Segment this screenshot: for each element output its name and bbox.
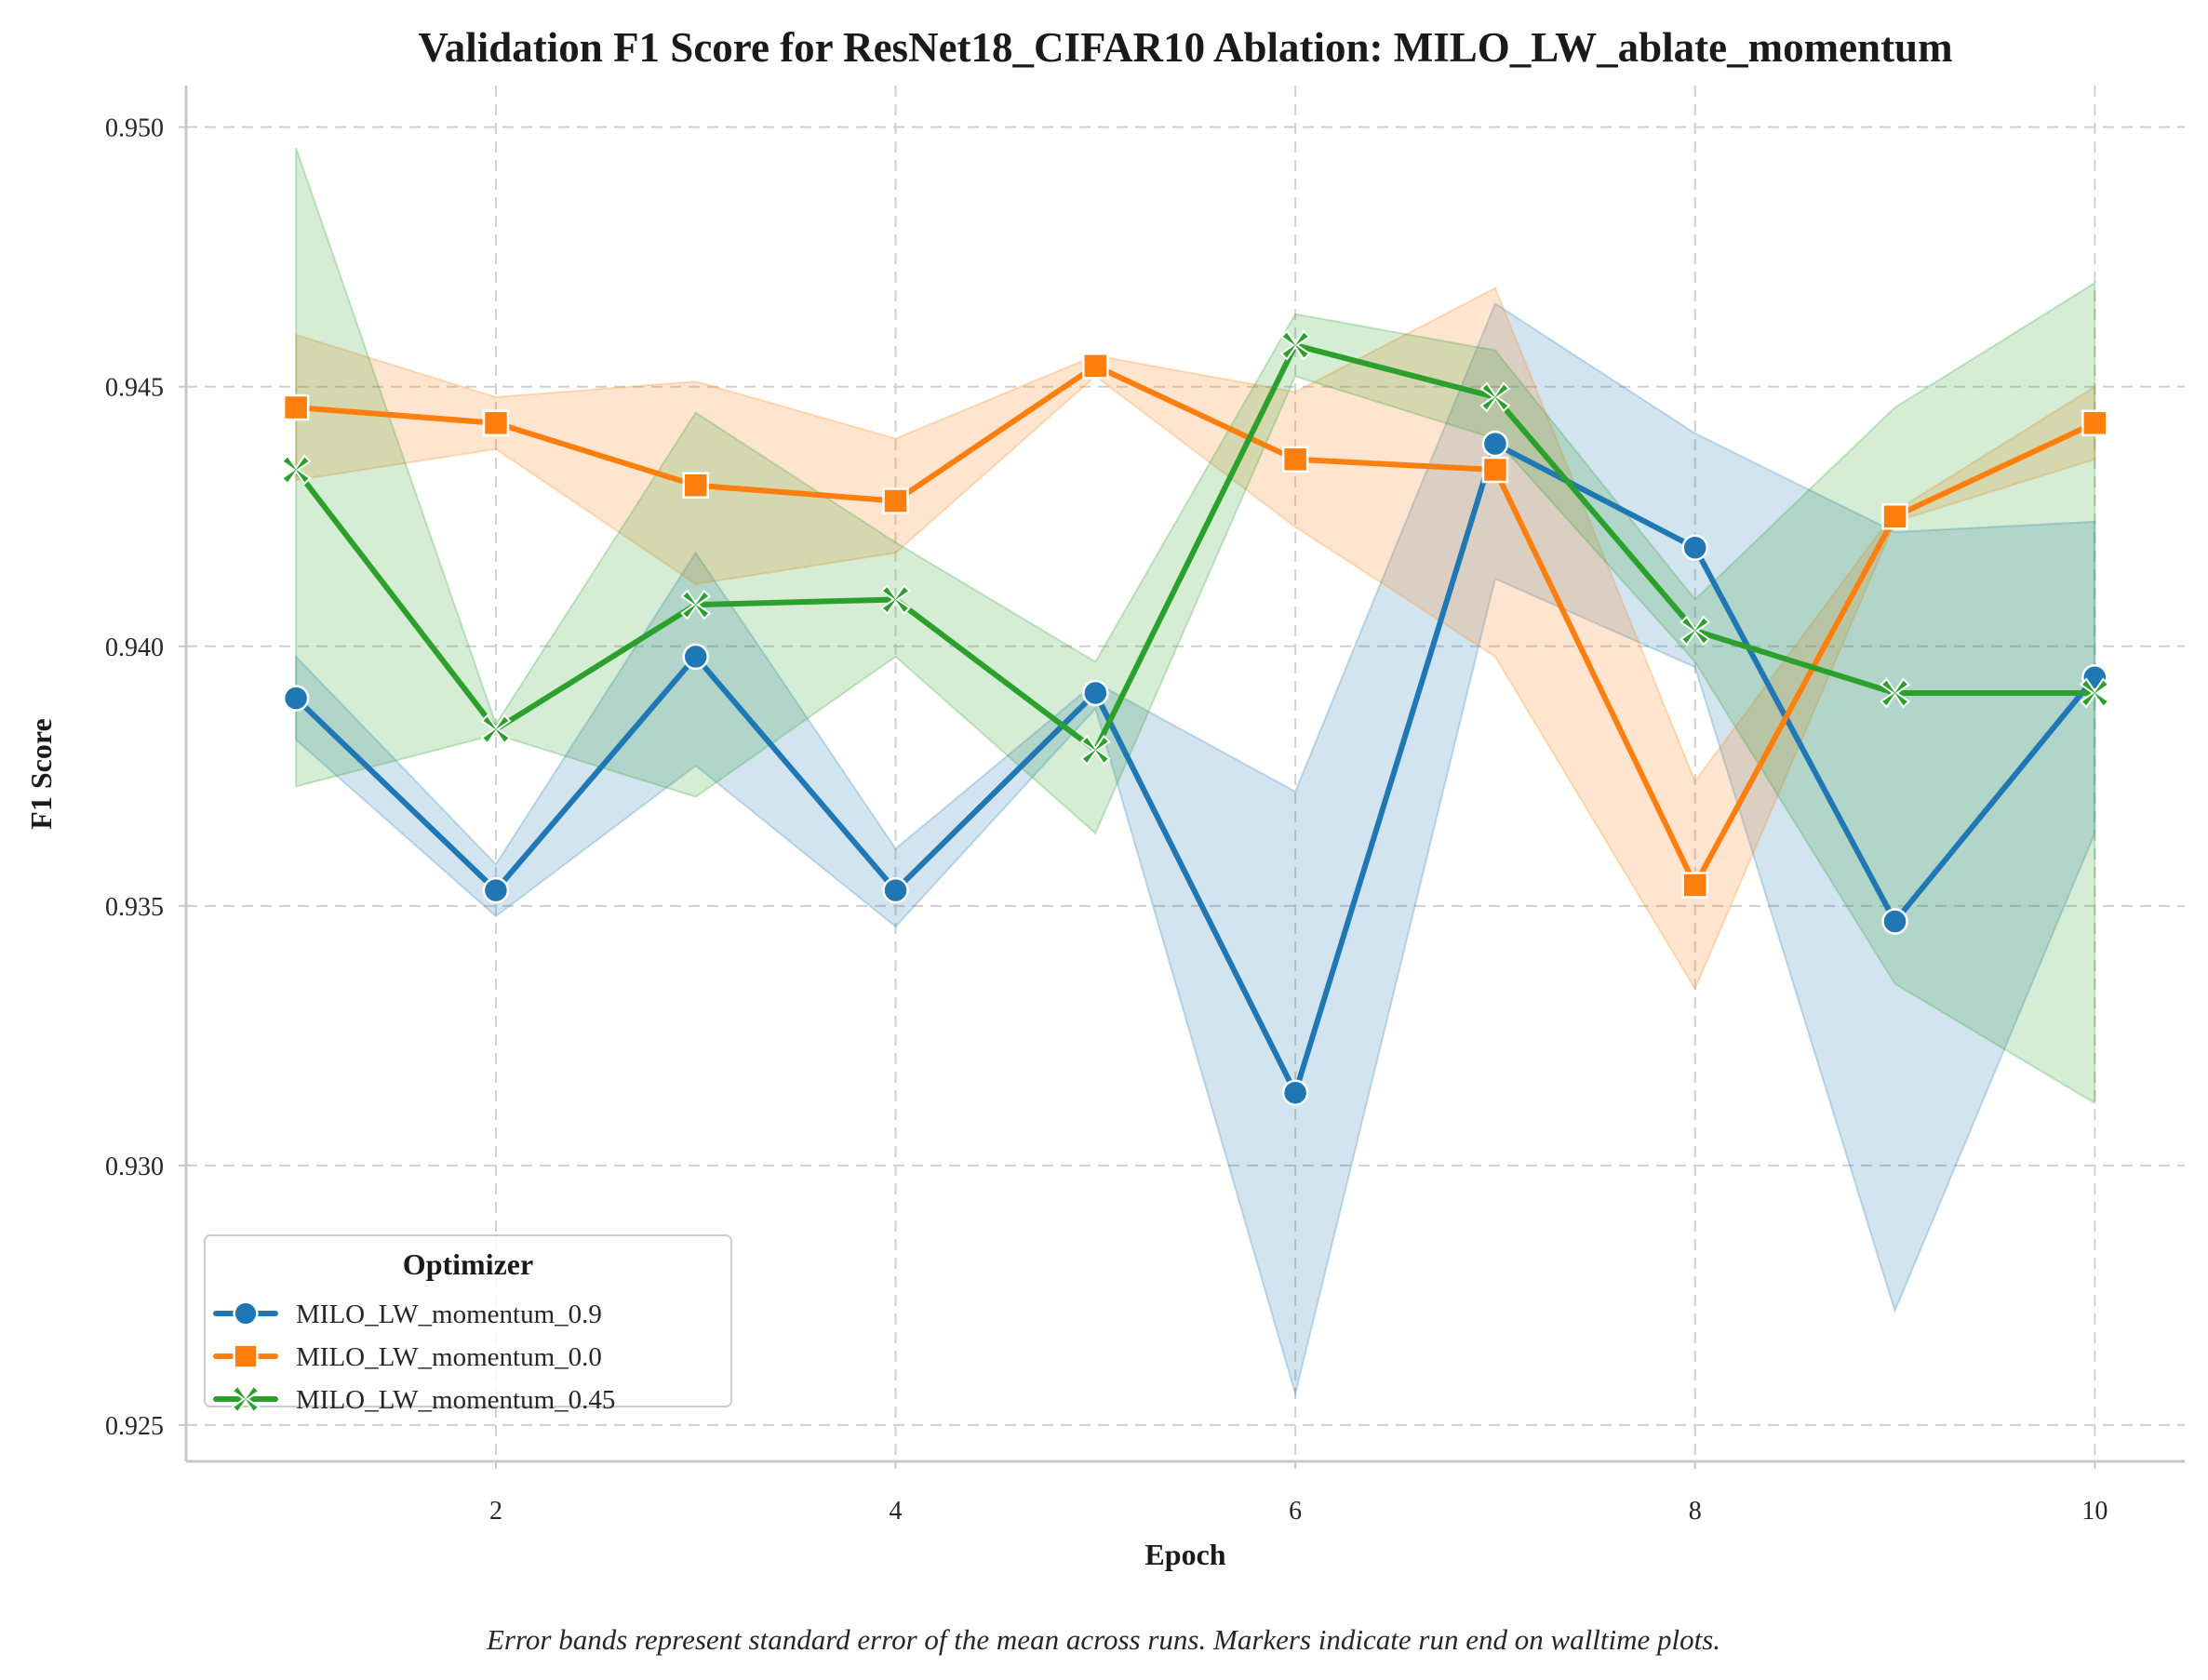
series-3-point — [879, 583, 912, 616]
series-2-point — [1681, 872, 1708, 899]
x-tick-label: 10 — [2081, 1497, 2108, 1526]
series-1-point — [1681, 534, 1708, 561]
y-tick-label: 0.950 — [105, 114, 164, 143]
series-3-point — [1479, 381, 1511, 413]
x-tick-label: 4 — [890, 1497, 903, 1526]
series-2-point — [282, 393, 310, 421]
x-tick-label: 6 — [1289, 1497, 1302, 1526]
x-axis-label: Epoch — [1144, 1538, 1225, 1571]
series-markers — [280, 329, 2110, 1106]
series-1-point — [1881, 908, 1908, 935]
chart-title: Validation F1 Score for ResNet18_CIFAR10… — [418, 24, 1952, 71]
legend: Optimizer MILO_LW_momentum_0.9MILO_LW_mo… — [204, 1234, 732, 1415]
legend-marker-swatch — [233, 1300, 259, 1327]
series-3-point — [1079, 734, 1111, 766]
series-2-point — [1481, 456, 1509, 484]
legend-entry: MILO_LW_momentum_0.9 — [213, 1300, 602, 1329]
series-2-point — [1281, 446, 1309, 473]
y-tick-label: 0.940 — [105, 633, 164, 662]
series-1-line — [293, 441, 2098, 1096]
y-tick-label: 0.925 — [105, 1412, 164, 1441]
series-2-point — [882, 487, 909, 514]
legend-title: Optimizer — [403, 1247, 533, 1281]
series-2-point — [1082, 353, 1109, 380]
legend-box — [204, 1234, 732, 1407]
axes — [184, 86, 2185, 1463]
legend-marker-swatch — [231, 1384, 261, 1414]
chart-caption: Error bands represent standard error of … — [486, 1623, 1720, 1656]
legend-entry: MILO_LW_momentum_0.45 — [213, 1384, 615, 1415]
legend-marker-swatch — [233, 1343, 259, 1369]
series-1-point — [282, 685, 310, 712]
series-2-point — [2081, 409, 2108, 437]
legend-entries: MILO_LW_momentum_0.9 MILO_LW_momentum_0.0… — [213, 1300, 615, 1415]
series-3-point — [280, 454, 312, 486]
series-2-point — [682, 472, 709, 499]
legend-entry: MILO_LW_momentum_0.0 — [213, 1342, 602, 1372]
series-2-line — [293, 363, 2098, 888]
y-tick-labels: 0.925 0.930 0.935 0.940 0.945 0.950 — [105, 114, 186, 1441]
series-3-point — [680, 589, 712, 620]
y-tick-label: 0.935 — [105, 893, 164, 922]
series-2-point — [1881, 502, 1908, 530]
series-3-point — [1679, 615, 1711, 647]
legend-label: MILO_LW_momentum_0.45 — [296, 1385, 615, 1415]
series-2-point — [482, 409, 510, 437]
legend-label: MILO_LW_momentum_0.0 — [296, 1342, 602, 1372]
x-tick-labels: 2 4 6 8 10 — [489, 1461, 2108, 1526]
x-tick-label: 8 — [1689, 1497, 1702, 1526]
y-tick-label: 0.945 — [105, 374, 164, 403]
series-1-point — [1281, 1079, 1309, 1106]
series-1-point — [1082, 679, 1109, 707]
x-tick-label: 2 — [489, 1497, 502, 1526]
series-3-point — [2079, 677, 2110, 709]
series-3-line — [293, 342, 2098, 753]
series-1-point — [1481, 430, 1509, 458]
y-tick-label: 0.930 — [105, 1153, 164, 1181]
grid-lines — [186, 86, 2185, 1461]
series-3-point — [1279, 329, 1311, 361]
y-axis-label: F1 Score — [24, 718, 58, 829]
series-3-point — [1879, 677, 1911, 709]
legend-label: MILO_LW_momentum_0.9 — [296, 1300, 602, 1329]
series-2-error-band — [295, 287, 2096, 992]
series-1-point — [882, 876, 909, 904]
series-3-point — [480, 713, 512, 745]
series-lines — [293, 342, 2098, 1096]
series-1-point — [682, 643, 709, 671]
series-1-point — [482, 876, 510, 904]
